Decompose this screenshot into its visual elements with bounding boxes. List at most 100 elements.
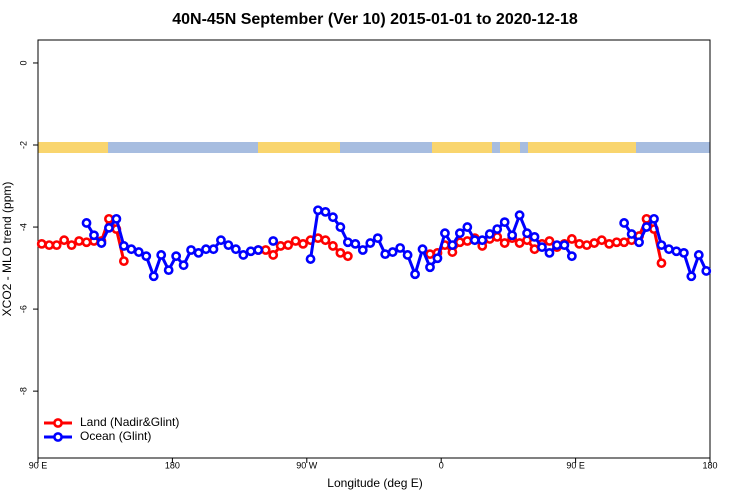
marker [186,245,196,255]
marker [372,233,383,244]
marker [566,234,577,244]
marker [260,245,271,255]
marker [118,241,129,251]
marker [469,235,480,246]
marker [96,238,107,248]
legend-label: Ocean (Glint) [80,429,151,443]
marker [268,250,279,260]
marker [529,231,540,242]
marker [298,238,308,249]
marker [283,240,294,251]
marker [514,238,525,248]
marker [59,235,70,246]
marker [290,236,301,246]
marker [477,235,488,246]
marker [454,228,465,239]
marker [432,253,443,264]
marker [81,218,92,228]
marker [544,247,555,258]
land-band [500,142,520,153]
chart-title: 40N-45N September (Ver 10) 2015-01-01 to… [172,11,578,28]
marker [350,238,361,249]
marker [104,222,114,233]
marker [693,250,704,260]
marker [335,222,346,232]
x-tick-label: 0 [439,460,444,470]
y-tick-label: -6 [18,305,28,313]
marker [104,213,114,224]
marker [320,206,331,217]
marker [514,210,525,221]
marker [305,254,316,264]
marker [171,251,182,262]
y-tick-label: -2 [18,141,28,149]
marker [544,236,555,246]
y-axis-label: XCO2 - MLO trend (ppm) [0,182,14,317]
marker [619,237,630,248]
marker [223,240,234,251]
marker [365,238,376,248]
marker [589,238,600,248]
marker [686,271,697,282]
marker [499,238,510,248]
x-tick-label: 90 E [566,460,585,470]
marker [634,237,644,248]
marker [253,245,264,255]
marker [335,247,346,258]
marker [44,240,55,251]
marker [529,244,540,255]
x-tick-label: 180 [165,460,180,470]
marker [133,247,144,257]
marker [425,249,435,260]
marker [74,236,84,246]
plot-frame [37,39,711,459]
legend-marker [53,432,63,442]
marker [328,212,338,223]
marker [656,240,667,251]
marker [126,244,137,255]
marker [230,244,241,255]
marker [313,205,323,216]
marker [447,240,458,251]
marker [604,238,615,249]
marker [216,235,226,246]
land-band [528,142,636,153]
marker [552,240,562,251]
marker [395,243,406,253]
marker [678,247,689,258]
marker [649,213,659,224]
marker [641,222,652,232]
marker [462,236,473,246]
marker [328,241,338,251]
marker [238,250,249,260]
land-band [258,142,340,153]
marker [574,238,585,249]
marker [193,247,204,258]
marker [163,265,174,276]
marker [402,250,413,260]
marker [492,231,503,242]
marker [118,256,129,267]
y-tick-label: 0 [18,60,28,65]
marker [275,241,286,251]
marker [581,240,592,251]
marker [619,218,630,228]
marker [626,229,637,239]
marker [81,237,92,248]
marker [656,258,667,269]
marker [51,240,62,251]
marker [417,244,428,255]
marker [484,229,495,239]
marker [141,251,152,262]
marker [36,238,47,249]
marker [664,244,674,255]
y-tick-label: -4 [18,223,28,231]
marker [559,240,570,251]
land-band [38,142,108,153]
marker [245,246,256,257]
marker [156,250,167,260]
marker [342,237,353,248]
marker [320,235,331,246]
marker [201,244,211,255]
